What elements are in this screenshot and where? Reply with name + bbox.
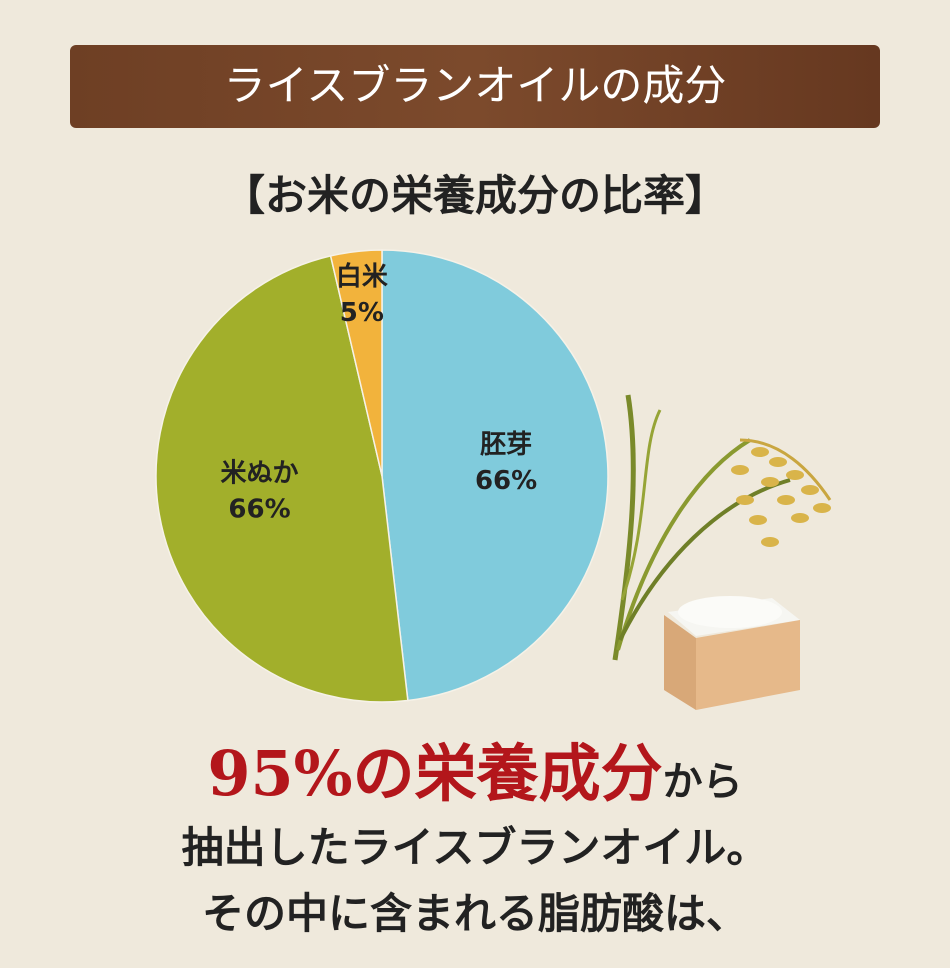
slice-label: 白米: [336, 261, 388, 292]
title-banner: [70, 45, 880, 128]
slice-label: 米ぬか: [221, 458, 299, 488]
caption-highlight: 95%の栄養成分: [207, 737, 662, 810]
pie-slice: [381, 249, 609, 702]
slice-label: 胚芽: [479, 430, 532, 460]
caption-line: 抽出したライスブランオイル。: [182, 823, 769, 872]
caption-text: から: [663, 758, 743, 805]
caption-line: その中に含まれる脂肪酸は、: [202, 889, 748, 938]
pie-slice: [329, 249, 383, 477]
pie: 胚芽 66% 米ぬか 66% 白米 5%: [155, 249, 609, 703]
chart-subtitle: 【お米の栄養成分の比率】: [223, 171, 727, 220]
rice-illustration: [612, 394, 832, 710]
slice-value-label: 66%: [228, 494, 290, 524]
slice-value-label: 5%: [340, 298, 384, 328]
chart-title: ライスブランオイルの成分: [224, 61, 727, 110]
caption-line: 95%の栄養成分から: [207, 737, 742, 810]
slice-value-label: 66%: [475, 466, 537, 496]
pie-slice: [155, 255, 409, 703]
